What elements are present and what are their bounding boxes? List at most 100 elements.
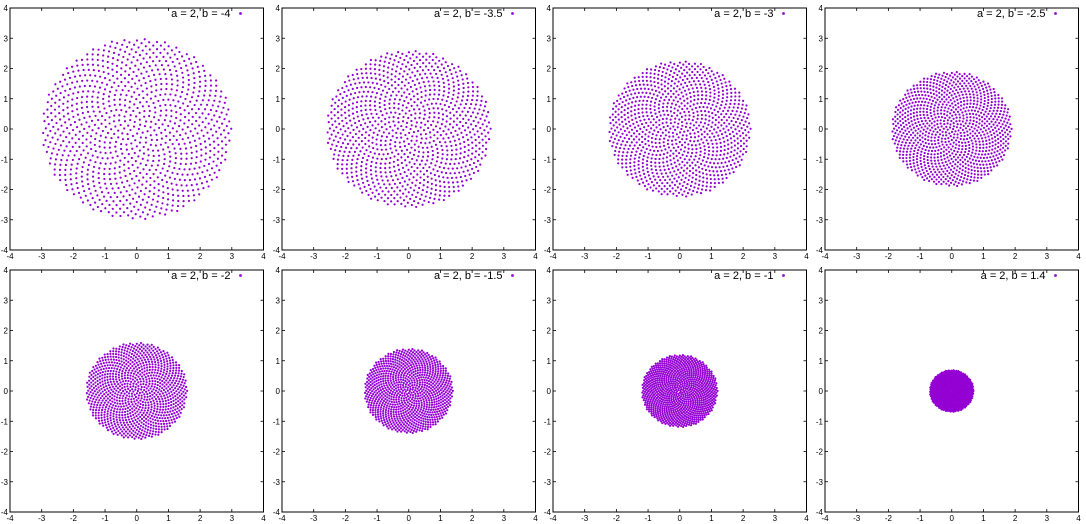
data-point xyxy=(334,126,338,129)
data-point xyxy=(357,143,360,146)
data-point xyxy=(134,139,137,142)
data-point xyxy=(108,173,111,176)
data-point xyxy=(670,139,674,142)
data-point xyxy=(925,97,928,101)
data-point xyxy=(369,95,372,98)
data-point xyxy=(1001,142,1005,145)
scatter-panel-4: -4 -3 -2 -1 0 1 2 3 4 -4 -3 -2 -1 0 1 2 3 4 a = 2, b = -2.… xyxy=(815,0,1086,262)
data-point xyxy=(340,119,343,122)
data-point xyxy=(131,395,134,398)
data-point xyxy=(681,184,684,188)
data-point xyxy=(73,86,76,89)
data-point xyxy=(80,95,84,99)
data-point xyxy=(653,129,656,132)
data-point xyxy=(140,42,143,45)
data-point xyxy=(633,168,636,171)
data-point xyxy=(921,140,924,143)
data-point xyxy=(907,136,910,139)
data-point xyxy=(969,172,973,175)
data-point xyxy=(128,425,131,429)
data-point xyxy=(715,131,718,134)
data-point xyxy=(988,142,991,145)
data-point xyxy=(178,167,181,171)
data-point xyxy=(185,53,188,56)
data-point xyxy=(448,172,452,175)
data-point xyxy=(685,134,688,137)
data-point xyxy=(172,379,175,382)
data-point xyxy=(186,93,189,96)
data-point xyxy=(618,147,622,150)
data-point xyxy=(976,110,979,113)
data-point xyxy=(151,418,154,421)
data-point xyxy=(653,76,656,79)
data-point xyxy=(995,109,998,112)
data-point xyxy=(681,193,684,196)
data-point xyxy=(968,182,971,185)
data-point xyxy=(129,383,132,386)
data-point xyxy=(485,125,488,128)
data-point xyxy=(71,65,74,68)
data-point xyxy=(975,134,978,138)
data-point xyxy=(956,85,959,88)
data-point xyxy=(743,112,746,115)
data-point xyxy=(69,178,72,181)
data-point xyxy=(142,351,145,354)
data-point xyxy=(147,75,150,78)
data-point xyxy=(938,133,941,136)
data-point xyxy=(122,195,125,198)
data-point xyxy=(941,143,944,146)
data-point xyxy=(698,157,701,160)
data-point xyxy=(174,152,177,155)
data-point xyxy=(719,170,723,173)
data-point xyxy=(691,167,695,170)
data-point xyxy=(428,72,432,75)
data-point xyxy=(621,120,624,123)
data-point xyxy=(429,123,432,127)
data-point xyxy=(210,178,214,181)
data-point xyxy=(398,98,401,101)
data-point xyxy=(139,162,142,165)
data-point xyxy=(686,97,689,100)
data-point xyxy=(109,419,112,422)
data-point xyxy=(373,185,376,188)
data-point xyxy=(161,373,164,377)
data-point xyxy=(86,63,89,66)
data-point xyxy=(355,68,358,71)
data-point xyxy=(641,162,644,165)
data-point xyxy=(135,373,138,377)
data-point xyxy=(472,119,475,123)
data-point xyxy=(123,104,127,107)
data-point xyxy=(350,171,353,174)
data-point xyxy=(164,408,167,411)
data-point xyxy=(388,156,392,160)
data-point xyxy=(726,164,729,168)
data-point xyxy=(192,72,195,75)
data-point xyxy=(100,408,104,412)
data-point xyxy=(620,116,623,119)
data-point xyxy=(166,198,170,201)
data-point xyxy=(56,138,59,141)
data-point xyxy=(976,126,980,129)
y-tick-label: 4 xyxy=(4,266,9,275)
data-point xyxy=(729,163,733,167)
y-tick-label: 0 xyxy=(275,125,280,134)
data-point xyxy=(402,58,405,62)
data-point xyxy=(164,128,167,131)
data-point xyxy=(687,110,690,113)
data-point xyxy=(105,391,108,394)
data-point xyxy=(659,145,662,148)
data-point xyxy=(137,127,140,131)
data-point xyxy=(683,104,686,107)
data-point xyxy=(138,54,142,57)
data-point xyxy=(471,111,474,114)
data-point xyxy=(162,196,165,200)
data-point xyxy=(129,359,132,362)
data-point xyxy=(190,184,193,187)
data-point xyxy=(936,126,939,129)
data-point xyxy=(155,393,158,396)
data-point xyxy=(175,384,178,388)
data-point xyxy=(1008,115,1011,118)
data-point xyxy=(622,95,626,99)
data-point xyxy=(364,167,367,170)
data-point xyxy=(96,64,100,67)
